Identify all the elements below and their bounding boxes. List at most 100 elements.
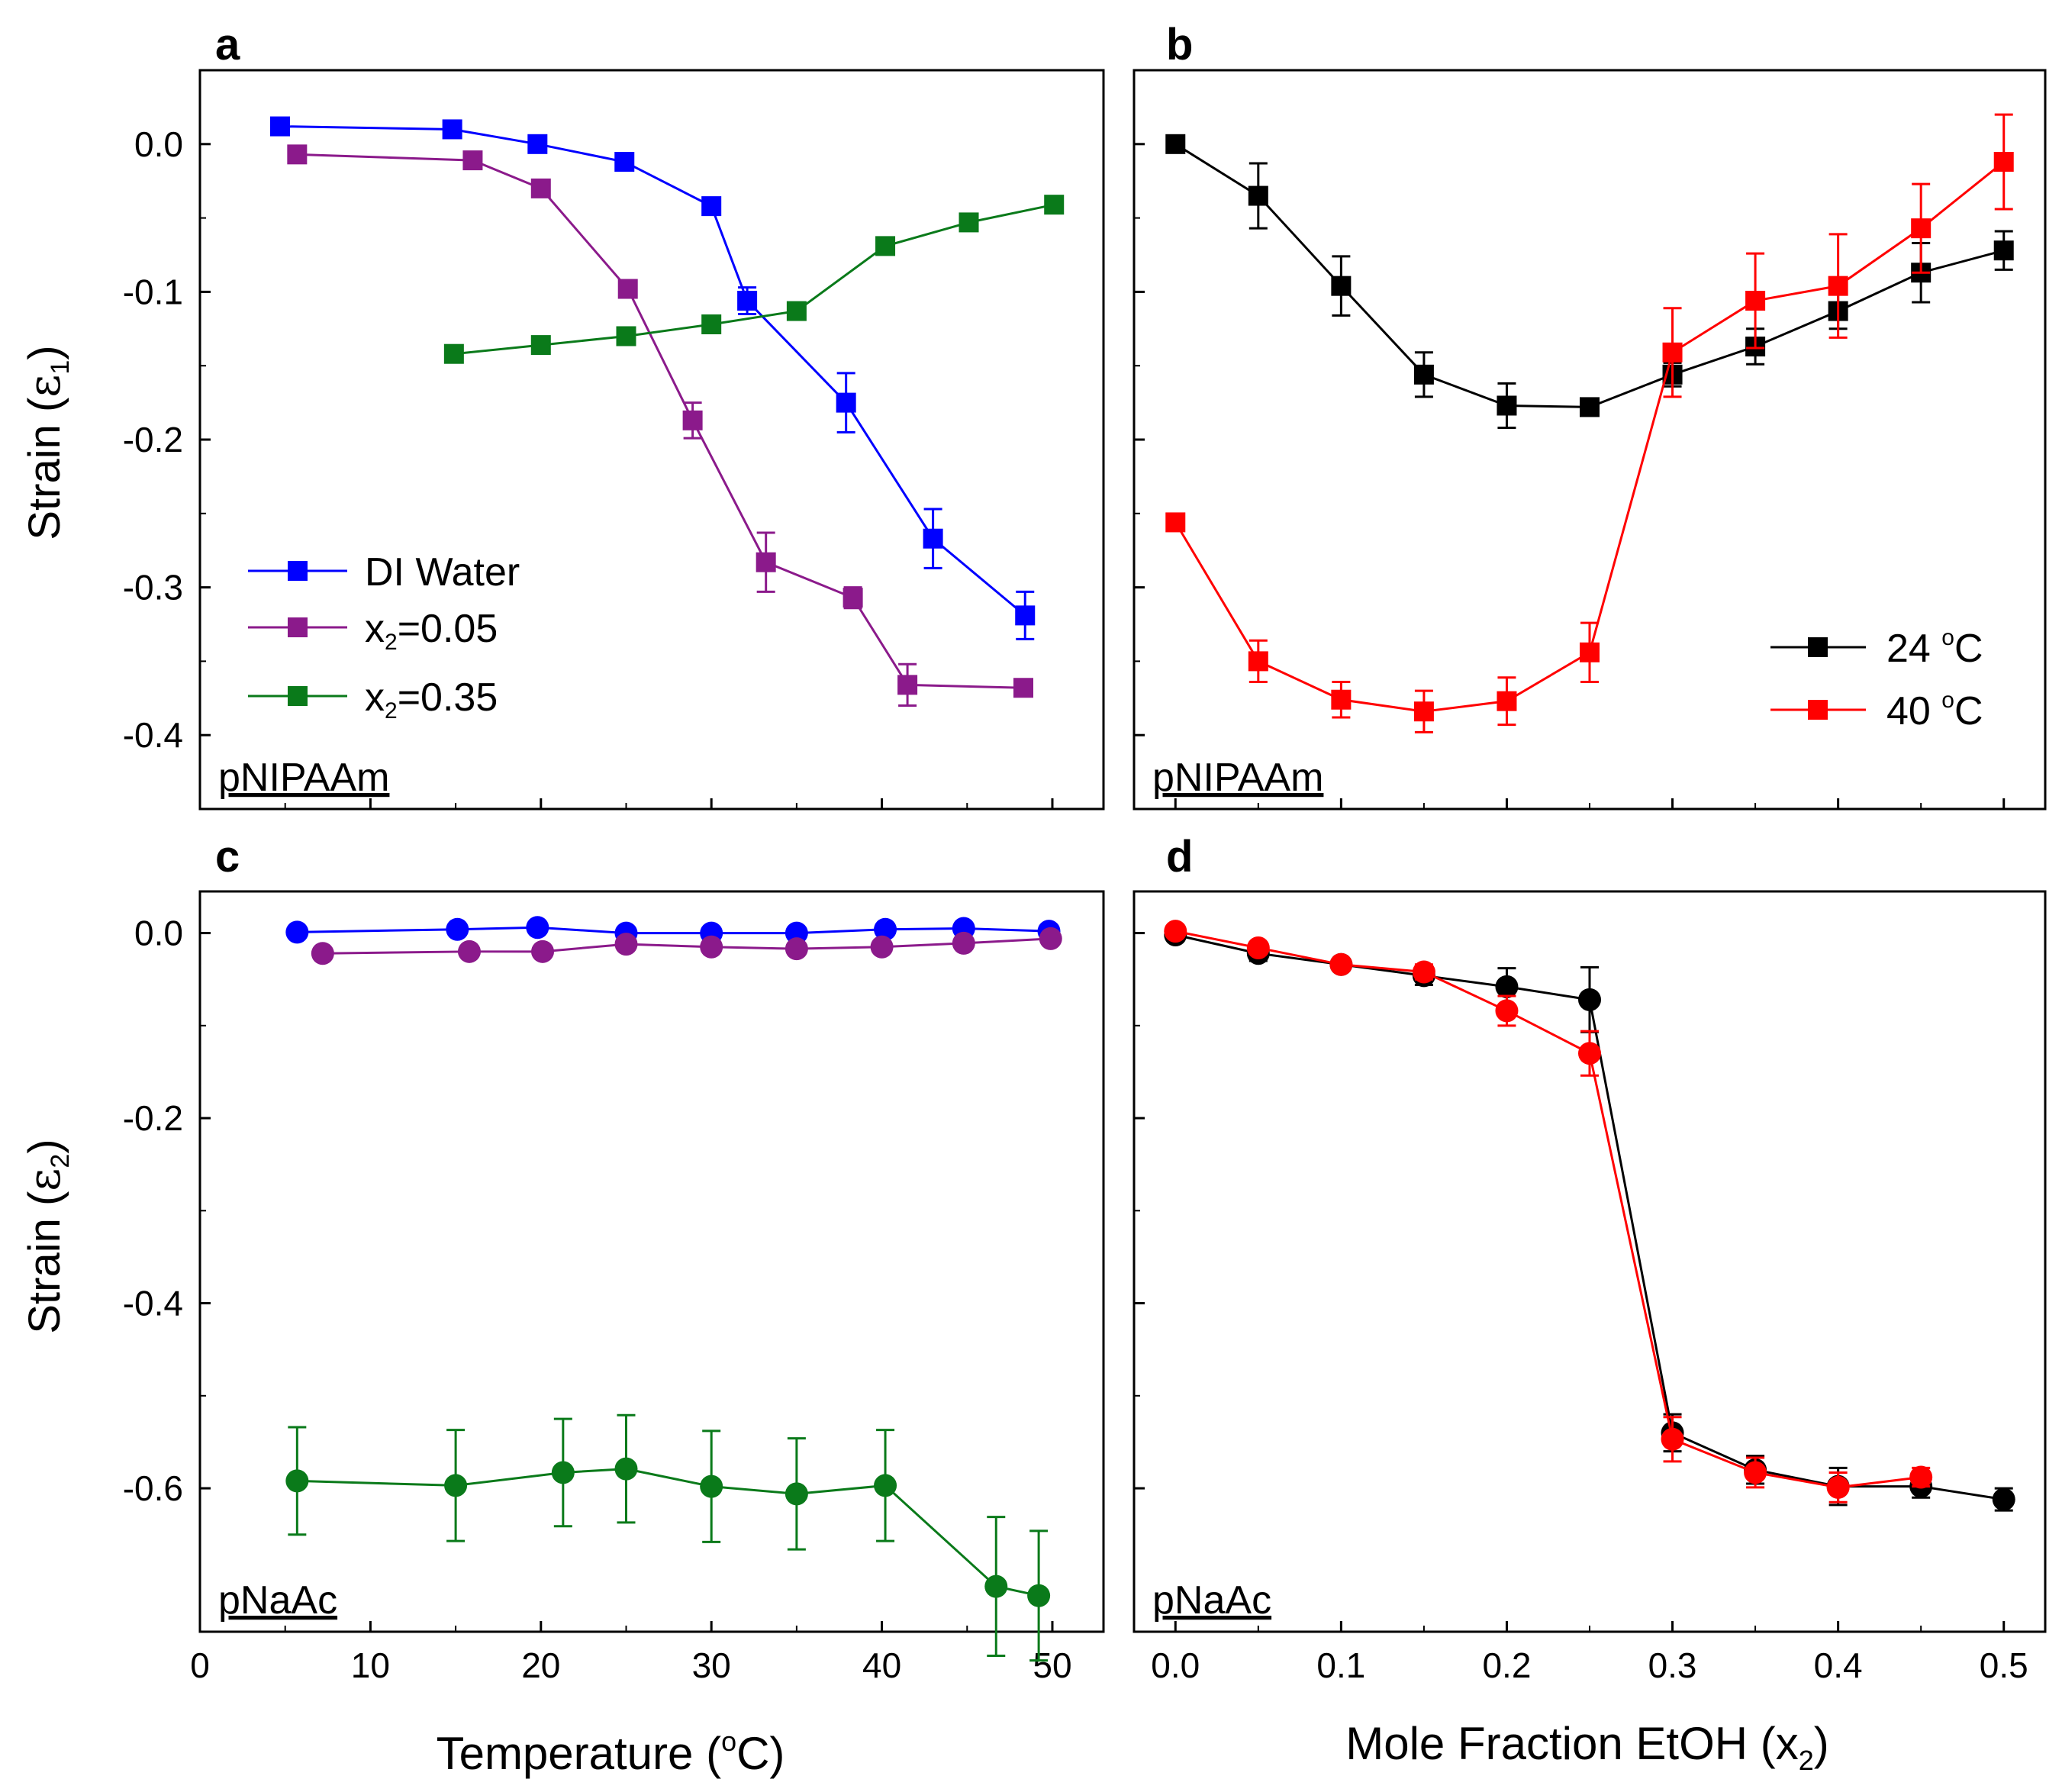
legend-label: 40 oC xyxy=(1886,688,1983,733)
x-tick-label: 40 xyxy=(862,1645,901,1685)
y-tick-label: -0.3 xyxy=(123,568,183,608)
panel-tag: pNIPAAm xyxy=(218,756,389,800)
panel-tag: pNIPAAm xyxy=(1152,756,1323,800)
series-di-water xyxy=(285,916,1061,945)
data-point xyxy=(959,212,979,233)
legend-label: 24 oC xyxy=(1886,625,1983,671)
legend-label: x2=0.35 xyxy=(365,675,498,724)
data-point xyxy=(311,942,334,965)
legend-a-item-x2-035: x2=0.35 xyxy=(248,675,498,724)
data-point xyxy=(530,335,551,356)
y-tick-label: -0.6 xyxy=(123,1468,183,1508)
panel-b: pNIPAAm xyxy=(1132,69,2047,811)
data-point xyxy=(1027,1584,1051,1607)
panels: 0.0 -0.1 -0.2 -0.3 -0.4 pNIPAAm pNIPAAm 0 10 20 30… xyxy=(123,69,2047,1685)
data-point xyxy=(527,134,548,154)
data-point xyxy=(984,1574,1008,1598)
series-line xyxy=(297,926,1049,935)
data-point xyxy=(700,1475,723,1498)
data-point xyxy=(1578,1042,1601,1065)
data-point xyxy=(1165,512,1186,533)
data-point xyxy=(874,1474,897,1497)
data-point xyxy=(1495,999,1519,1023)
data-point xyxy=(462,150,483,171)
x-tick-label: 0.5 xyxy=(1980,1645,2028,1685)
data-point xyxy=(457,940,481,963)
series-line xyxy=(279,125,1026,617)
x-tick-label: 30 xyxy=(692,1645,731,1685)
legend-marker xyxy=(288,617,308,637)
legend-a-item-x2-005: x2=0.05 xyxy=(248,607,498,655)
data-point xyxy=(531,940,555,963)
x-tick-label: 0.3 xyxy=(1648,1645,1697,1685)
x-axis-label-left: Temperature (oC) xyxy=(437,1726,785,1779)
data-point xyxy=(1911,218,1932,239)
x-tick-label: 0 xyxy=(190,1645,210,1685)
data-point xyxy=(614,152,635,172)
legend-b-item-24c: 24 oC xyxy=(1770,625,1983,671)
series-x2-0-35 xyxy=(443,195,1065,364)
series-24-c xyxy=(1165,134,2014,430)
legend-a-item-di-water: DI Water xyxy=(248,550,520,595)
series-24-c xyxy=(1164,923,2015,1512)
data-point xyxy=(785,921,808,945)
data-point xyxy=(1744,1461,1767,1484)
data-point xyxy=(1015,605,1036,626)
data-point xyxy=(1580,397,1600,417)
data-point xyxy=(551,1461,575,1484)
data-point xyxy=(1248,651,1268,672)
panel-d: 0.0 0.1 0.2 0.3 0.4 0.5 pNaAc xyxy=(1132,890,2047,1685)
data-point xyxy=(1497,395,1517,416)
data-point xyxy=(785,1482,808,1506)
data-point xyxy=(1662,342,1683,363)
data-point xyxy=(843,588,863,608)
series-40-c xyxy=(1164,920,1933,1504)
data-point xyxy=(1164,920,1187,943)
data-point xyxy=(682,410,703,430)
data-point xyxy=(614,933,638,956)
data-point xyxy=(446,917,469,941)
legend-marker xyxy=(1808,637,1828,657)
data-point xyxy=(1412,960,1435,984)
legend-marker xyxy=(1808,700,1828,720)
y-tick-label: -0.4 xyxy=(123,1284,183,1323)
data-point xyxy=(874,917,897,941)
data-point xyxy=(530,178,551,198)
data-point xyxy=(1580,642,1600,662)
data-point xyxy=(1329,952,1353,976)
x-tick-label: 0.4 xyxy=(1814,1645,1863,1685)
data-point xyxy=(1826,1475,1850,1499)
legend-marker xyxy=(288,561,308,581)
series-line xyxy=(322,937,1051,955)
data-point xyxy=(1495,975,1519,998)
data-point xyxy=(1992,1487,2015,1511)
y-tick-label: 0.0 xyxy=(134,914,183,953)
y-tick-label: -0.2 xyxy=(123,420,183,459)
data-point xyxy=(1413,364,1434,385)
x-tick-label: 10 xyxy=(351,1645,390,1685)
data-point xyxy=(269,116,290,137)
data-point xyxy=(1828,276,1848,296)
data-point xyxy=(1909,1465,1933,1489)
x-tick-label: 0.0 xyxy=(1151,1645,1200,1685)
data-point xyxy=(875,236,896,256)
data-point xyxy=(1578,988,1601,1011)
data-point xyxy=(285,1469,309,1493)
series-di-water xyxy=(269,116,1036,640)
data-point xyxy=(701,314,722,334)
data-point xyxy=(786,301,807,321)
panel-a: 0.0 -0.1 -0.2 -0.3 -0.4 pNIPAAm xyxy=(123,69,1105,811)
data-point xyxy=(617,279,638,299)
panel-letter-a: a xyxy=(215,20,240,69)
data-point xyxy=(1013,678,1034,698)
panel-tag: pNaAc xyxy=(218,1578,337,1623)
data-point xyxy=(737,291,758,311)
data-point xyxy=(287,144,308,165)
panel-letter-d: d xyxy=(1166,832,1193,881)
x-tick-label: 20 xyxy=(521,1645,560,1685)
legend-marker xyxy=(288,686,308,706)
data-point xyxy=(952,931,975,955)
x-tick-label: 0.2 xyxy=(1482,1645,1531,1685)
